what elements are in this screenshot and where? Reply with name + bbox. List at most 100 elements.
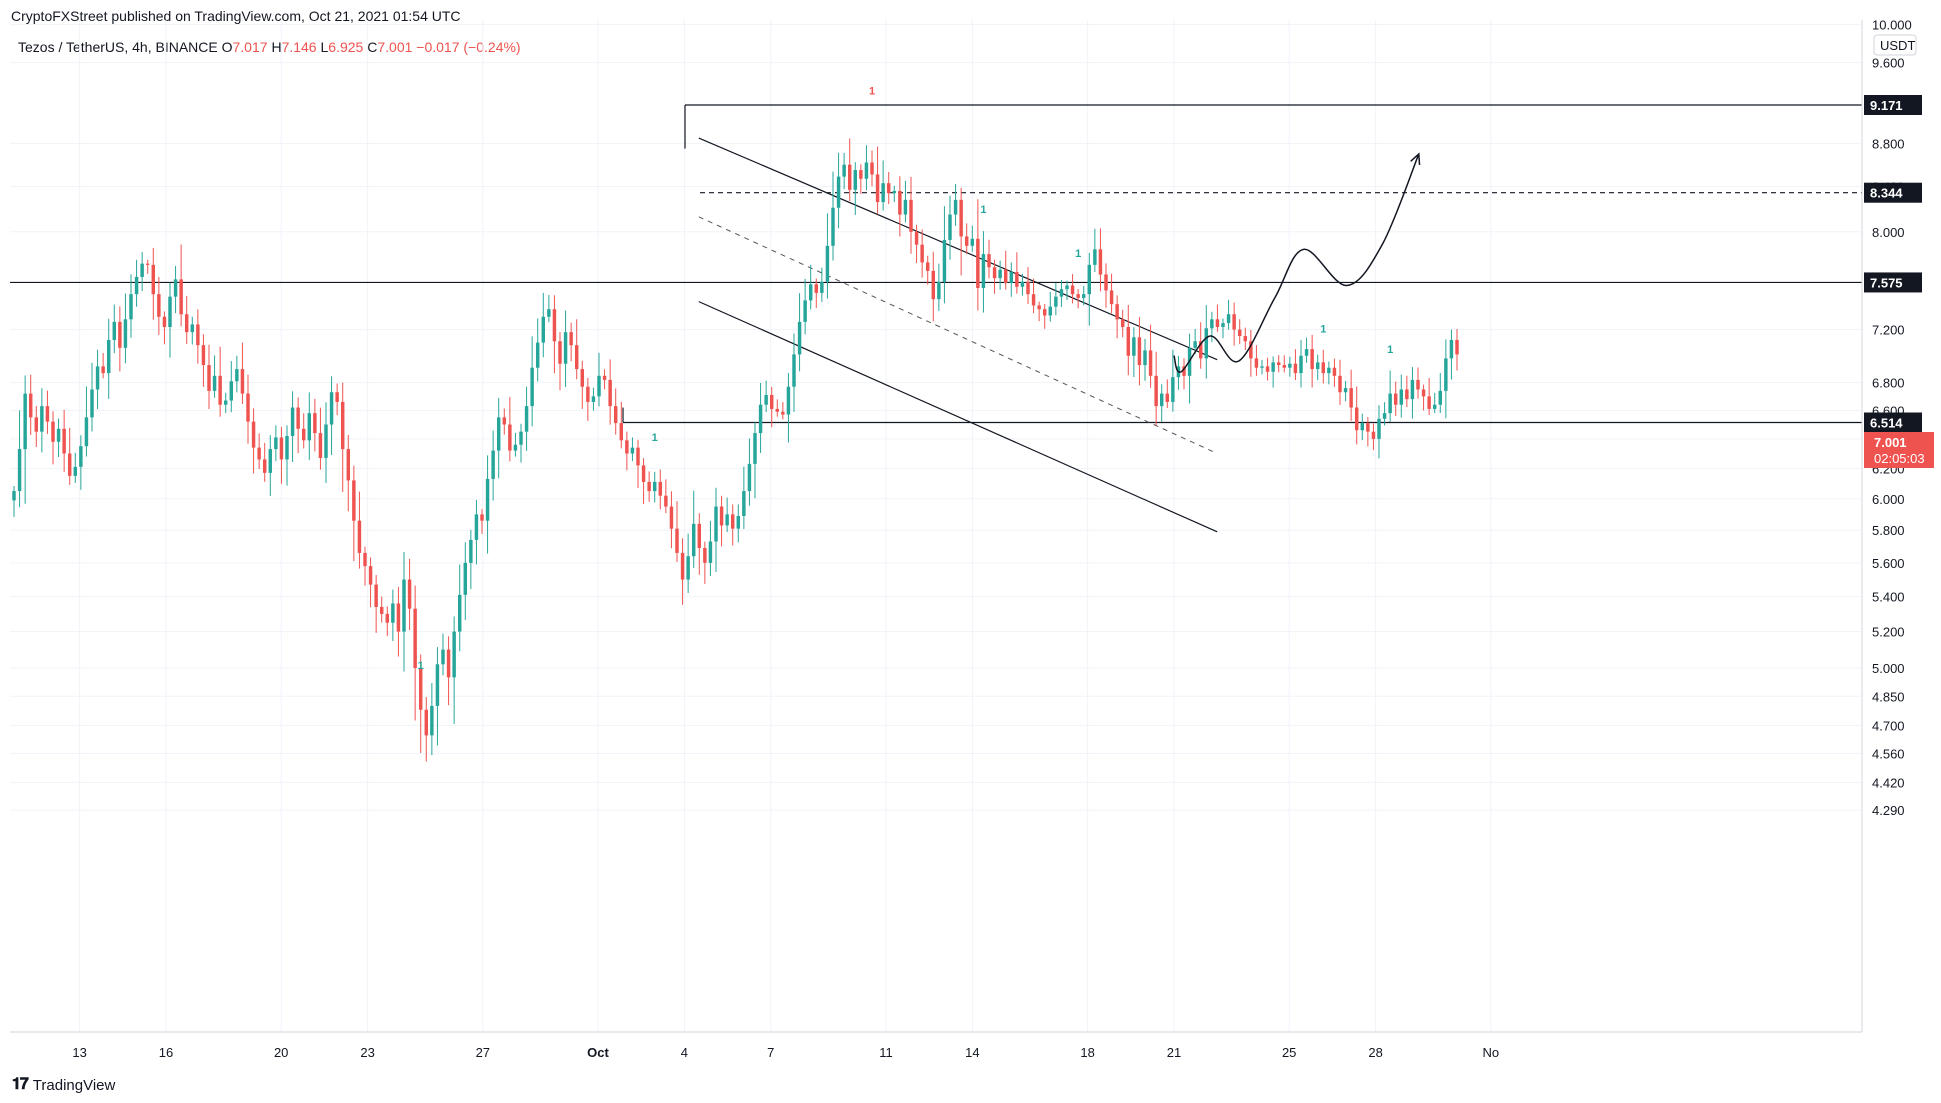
time-tick-0: 13 [72, 1045, 86, 1060]
candle [307, 392, 312, 460]
candle [953, 184, 958, 226]
candle [173, 265, 178, 314]
candle [246, 374, 250, 444]
level-badges: 9.171 8.344 7.575 6.514 [1864, 95, 1922, 433]
symbol-title[interactable]: Tezos / TetherUS, 4h, BINANCE [18, 39, 218, 55]
candle [184, 295, 189, 344]
time-tick-4: 27 [476, 1045, 490, 1060]
level-badge-0 [1864, 95, 1922, 115]
channel-middle-line [698, 216, 1218, 454]
price-tick-2: 8.800 [1872, 136, 1905, 151]
quote-unit: USDT [1880, 38, 1915, 53]
candle [279, 426, 284, 484]
candlestick-series [12, 138, 1459, 762]
time-axis[interactable]: 13 16 20 23 27 Oct 4 7 11 14 18 21 25 28 No [72, 1045, 1499, 1060]
candle [1416, 367, 1420, 399]
candle [625, 431, 629, 471]
candle [424, 697, 429, 762]
candle [680, 538, 685, 605]
candle [959, 187, 963, 276]
candle [775, 399, 780, 417]
candle [820, 267, 824, 302]
candle [725, 497, 729, 532]
candle [1031, 278, 1036, 314]
candle [1265, 357, 1270, 381]
candle [446, 636, 451, 706]
candle [541, 292, 546, 358]
high-label: H [271, 39, 282, 55]
candle [736, 504, 741, 543]
candle [853, 162, 858, 215]
candle [151, 247, 156, 320]
time-tick-8: 11 [879, 1045, 893, 1060]
candle [1076, 289, 1080, 309]
candle [402, 552, 406, 672]
time-tick-9: 14 [965, 1045, 979, 1060]
candle [747, 438, 752, 506]
candle [652, 471, 657, 503]
candle [34, 406, 39, 447]
candle [329, 376, 334, 455]
current-price-value: 7.001 [1874, 435, 1907, 450]
candle [580, 360, 585, 409]
candle [1198, 322, 1203, 369]
candle [1182, 358, 1186, 390]
candle [886, 172, 891, 205]
candle [1377, 405, 1381, 459]
candle [619, 401, 624, 449]
candle [251, 408, 256, 474]
candle [1304, 337, 1309, 363]
candle [1009, 262, 1014, 297]
candle [703, 541, 707, 584]
candle [1065, 280, 1069, 301]
signal-markers: 1 1 1 1 1 1 1 [418, 85, 1394, 671]
candle [803, 278, 807, 335]
candle [842, 152, 846, 190]
descending-channel [698, 137, 1218, 533]
close-value: 7.001 [377, 39, 413, 55]
grid [10, 20, 1862, 1032]
level-badge-text-2: 7.575 [1870, 275, 1903, 290]
time-tick-1: 16 [159, 1045, 173, 1060]
open-value: 7.017 [232, 39, 268, 55]
candle [212, 355, 217, 398]
candle [569, 322, 573, 362]
candle [262, 442, 267, 482]
candle [836, 152, 841, 229]
candle [463, 542, 468, 621]
candle [753, 422, 757, 499]
candle [1271, 356, 1275, 388]
price-tick-4: 8.000 [1872, 225, 1905, 240]
close-label: C [367, 39, 378, 55]
candle [864, 145, 869, 191]
candle [257, 433, 261, 470]
candle [474, 499, 479, 565]
candle [1360, 413, 1365, 441]
candle [535, 318, 540, 382]
tradingview-logo[interactable]: 𝟏𝟕 TradingView [12, 1076, 115, 1094]
candle [112, 304, 117, 354]
candle [987, 239, 991, 279]
candle [1193, 328, 1197, 355]
brand-name: TradingView [32, 1076, 116, 1094]
candle [1148, 324, 1153, 388]
candle [1154, 351, 1158, 426]
candle [324, 402, 328, 483]
candle [636, 439, 640, 489]
candle [1237, 319, 1242, 345]
candle [1120, 309, 1125, 338]
candle [1288, 356, 1292, 377]
candle [301, 413, 306, 449]
candle [101, 352, 105, 379]
candle [1126, 304, 1131, 376]
candle [1037, 301, 1041, 322]
candle [441, 633, 445, 676]
projection-path [1173, 152, 1421, 373]
candle [268, 435, 273, 497]
candle [1070, 274, 1075, 304]
candle [1432, 392, 1437, 414]
candle [235, 355, 239, 393]
candle [84, 386, 89, 457]
candle [145, 259, 150, 274]
